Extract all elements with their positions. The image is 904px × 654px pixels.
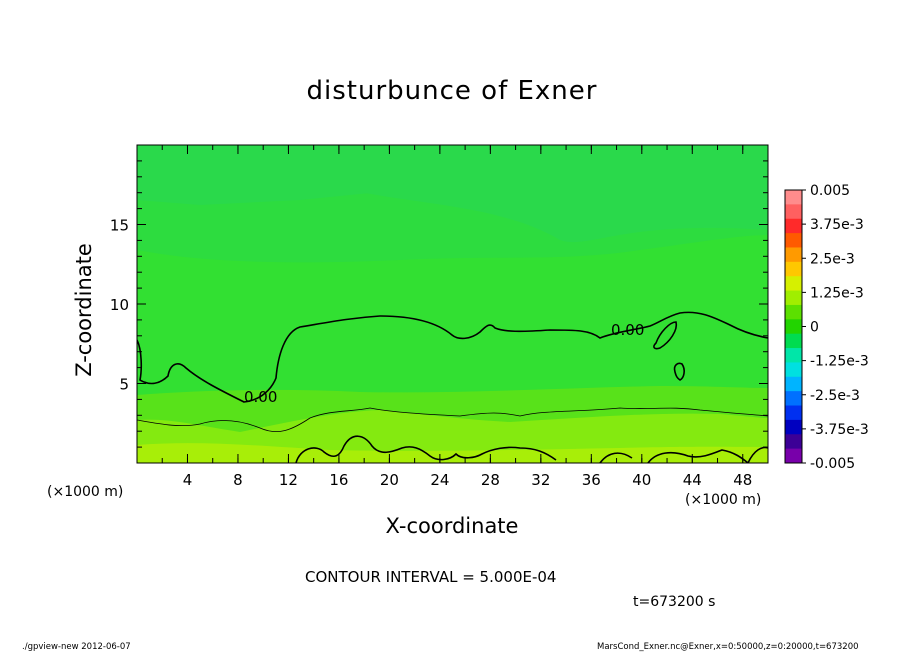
- colorbar-segment: [785, 218, 802, 234]
- colorbar-segment: [785, 304, 802, 320]
- colorbar-segment: [785, 362, 802, 378]
- colorbar-label: 3.75e-3: [810, 217, 864, 233]
- x-tick-label: 40: [632, 471, 651, 489]
- colorbar-segment: [785, 204, 802, 220]
- colorbar-segment: [785, 391, 802, 407]
- y-tick-label: 10: [110, 296, 129, 314]
- footer-left: ./gpview-new 2012-06-07: [22, 642, 131, 652]
- y-axis-label: Z-coordinate: [72, 243, 96, 377]
- y-axis: 5 10 15: [110, 160, 768, 448]
- x-tick-label: 44: [683, 471, 702, 489]
- x-axis-label: X-coordinate: [385, 514, 519, 538]
- x-tick-label: 12: [279, 471, 298, 489]
- colorbar-segment: [785, 348, 802, 363]
- colorbar-label: 0: [810, 320, 819, 336]
- colorbar-label: -1.25e-3: [810, 354, 869, 370]
- chart-title: disturbunce of Exner: [306, 76, 598, 106]
- contour-interval-text: CONTOUR INTERVAL = 5.000E-04: [305, 568, 557, 586]
- contour-label: 0.00: [244, 388, 277, 406]
- colorbar-label: 2.5e-3: [810, 251, 855, 267]
- x-tick-label: 36: [582, 471, 601, 489]
- colorbar-segment: [785, 190, 802, 205]
- colorbar-label: -0.005: [810, 456, 855, 472]
- colorbar-segment: [785, 247, 802, 263]
- contour-label: 0.00: [611, 321, 644, 339]
- x-tick-label: 24: [430, 471, 449, 489]
- colorbar-segment: [785, 376, 802, 392]
- colorbar-segment: [785, 290, 802, 306]
- colorbar-segment: [785, 233, 802, 248]
- contour-closed-2: [673, 362, 685, 381]
- x-tick-label: 32: [531, 471, 550, 489]
- colorbar-label: -2.5e-3: [810, 388, 860, 404]
- footer-right: MarsCond_Exner.nc@Exner,x=0:50000,z=0:20…: [597, 642, 859, 652]
- contour-zero-upper: [137, 311, 768, 403]
- colorbar-segment: [785, 405, 802, 421]
- x-unit-label-right: (×1000 m): [685, 492, 762, 508]
- x-tick-label: 48: [733, 471, 752, 489]
- x-tick-label: 16: [329, 471, 348, 489]
- colorbar-segment: [785, 434, 802, 450]
- colorbar-segment: [785, 448, 802, 464]
- x-tick-label: 28: [481, 471, 500, 489]
- y-tick-label: 15: [110, 217, 129, 235]
- y-tick-label: 5: [119, 376, 129, 394]
- colorbar-segment: [785, 276, 802, 292]
- colorbar-label: 0.005: [810, 183, 850, 199]
- colorbar-label: 1.25e-3: [810, 285, 864, 301]
- x-axis: 4 8 12 16 20 24 28 32 36 40 44 48: [161, 145, 752, 489]
- contour-lines: [137, 311, 768, 463]
- x-tick-label: 20: [380, 471, 399, 489]
- colorbar-label: -3.75e-3: [810, 422, 869, 438]
- contour-thin: [137, 407, 768, 432]
- colorbar: 0.005 3.75e-3 2.5e-3 1.25e-3 0 -1.25e-3 -2.5e-…: [784, 183, 869, 472]
- x-tick-label: 4: [183, 471, 193, 489]
- heatmap-fill: [137, 145, 768, 463]
- x-unit-label-left: (×1000 m): [47, 484, 124, 500]
- contour-bottom: [295, 435, 768, 463]
- colorbar-segment: [785, 261, 802, 277]
- time-label: t=673200 s: [633, 594, 716, 610]
- x-tick-label: 8: [233, 471, 243, 489]
- contour-label-group: 0.00 0.00: [244, 321, 644, 406]
- colorbar-segment: [785, 319, 802, 335]
- colorbar-segment: [785, 419, 802, 435]
- colorbar-segment: [785, 333, 802, 349]
- contour-closed-1: [653, 321, 678, 350]
